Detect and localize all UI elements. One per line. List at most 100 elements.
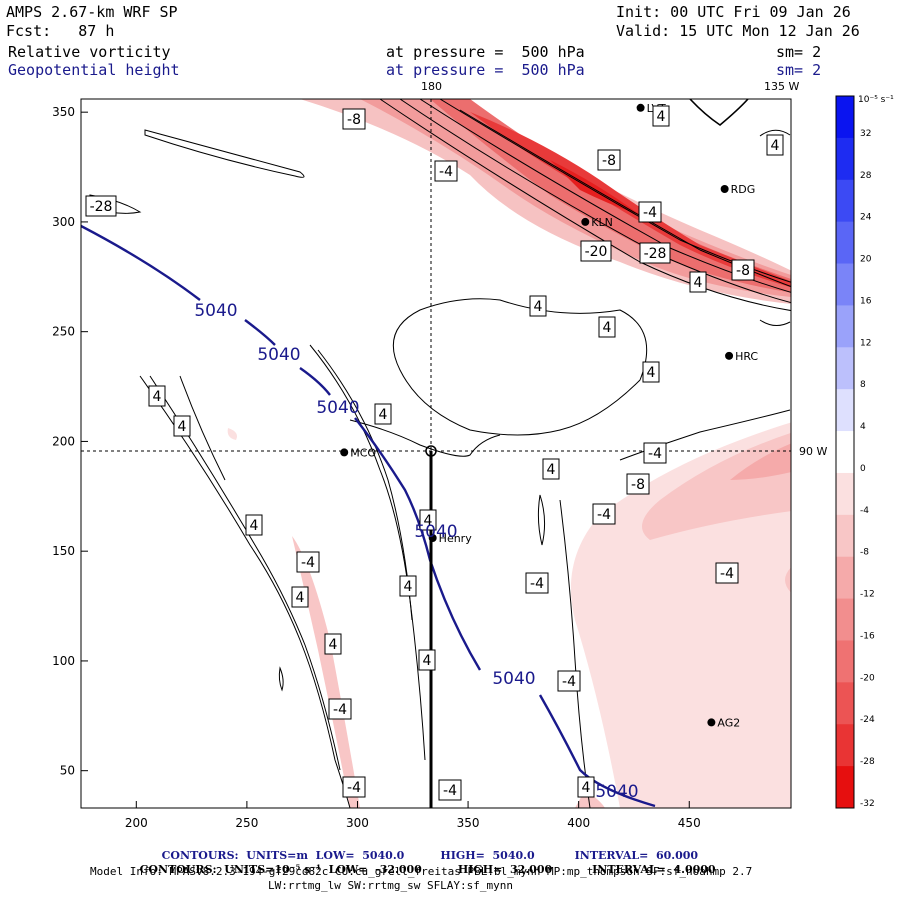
vorticity-label: 4 <box>582 780 591 796</box>
vorticity-label-box <box>766 134 784 156</box>
plot-area: LVTRDGKLNHRCMCOHenryAG2 -84-4-84-28-4-20… <box>81 99 791 808</box>
vorticity-label: -4 <box>530 576 544 592</box>
vorticity-contour-interval: INTERVAL= 4.0000 <box>592 863 716 876</box>
vorticity-label: -4 <box>347 780 361 796</box>
y-tick-label: 350 <box>52 105 75 119</box>
height-contour-label: 5040 <box>257 345 300 365</box>
vorticity-label-box <box>328 698 352 720</box>
y-tick-label: 250 <box>52 325 75 339</box>
station-marker <box>636 103 645 112</box>
vorticity-label-box <box>399 575 417 597</box>
colorbar-level: -16 <box>860 631 875 641</box>
negative-vorticity-band <box>300 99 791 305</box>
station-marker <box>581 217 590 226</box>
field2-level: at pressure = 500 hPa <box>386 61 585 79</box>
colorbar-segment <box>836 221 854 265</box>
vorticity-label-box <box>245 514 263 536</box>
field1-level: at pressure = 500 hPa <box>386 43 585 61</box>
colorbar-level: -32 <box>860 799 875 809</box>
field2-name: Geopotential height <box>8 61 180 79</box>
vorticity-contour-units: CONTOURS: UNITS=10⁻⁵ s⁻¹ LOW= -32.000 <box>139 863 422 876</box>
vorticity-label: 4 <box>657 109 666 125</box>
vorticity-label-box <box>525 572 549 594</box>
colorbar-segment <box>836 724 854 767</box>
colorbar-segment <box>836 556 854 600</box>
cross-section-marker <box>425 445 437 457</box>
model-info-2: LW:rrtmg_lw SW:rrtmg_sw SFLAY:sf_mynn <box>268 879 514 892</box>
colorbar-level: -20 <box>860 673 875 683</box>
vorticity-label: -8 <box>347 112 361 128</box>
station-marker <box>428 534 437 543</box>
colorbar-level: 4 <box>860 422 866 432</box>
colorbar-segment <box>836 640 854 683</box>
model-title: AMPS 2.67-km WRF SP <box>6 3 178 21</box>
vorticity-label: -28 <box>644 246 667 262</box>
colorbar-segment <box>836 472 854 516</box>
vorticity-label: -4 <box>562 674 576 690</box>
height-contour-label: 5040 <box>595 782 638 802</box>
vorticity-label-box <box>324 633 342 655</box>
colorbar-level: -12 <box>860 590 875 600</box>
vorticity-label: -4 <box>597 507 611 523</box>
vorticity-label-box <box>148 385 166 407</box>
vorticity-label: -4 <box>333 702 347 718</box>
field2-smoothing: sm= 2 <box>776 61 822 79</box>
vorticity-contour-high: HIGH= 32.000 <box>457 863 553 876</box>
vorticity-label-box <box>577 776 595 798</box>
vorticity-label: 4 <box>178 419 187 435</box>
station-marker <box>707 718 716 727</box>
station-label: AG2 <box>717 716 740 729</box>
vorticity-label: 4 <box>153 389 162 405</box>
colorbar-level: -4 <box>860 506 869 516</box>
station-label: RDG <box>731 183 756 196</box>
colorbar-level: 32 <box>860 129 871 139</box>
colorbar-segment <box>836 389 854 432</box>
colorbar-frame <box>835 95 855 809</box>
colorbar-level: -24 <box>860 715 875 725</box>
station-marker <box>725 351 734 360</box>
colorbar-segment <box>836 96 854 139</box>
vorticity-label: -4 <box>720 566 734 582</box>
lon-label-135w: 135 W <box>764 80 799 93</box>
station-marker <box>720 184 729 193</box>
height-contour-label: 5040 <box>492 669 535 689</box>
colorbar-segment <box>836 766 854 809</box>
init-time: Init: 00 UTC Fri 09 Jan 26 <box>616 3 851 21</box>
colorbar-level: 28 <box>860 171 872 181</box>
station-label: HRC <box>735 350 758 363</box>
colorbar-level: 20 <box>860 255 872 265</box>
vorticity-label: -4 <box>443 783 457 799</box>
height-contour-label: 5040 <box>194 301 237 321</box>
x-tick-label: 400 <box>567 816 590 830</box>
vorticity-label-box <box>374 403 392 425</box>
y-tick-label: 300 <box>52 215 75 229</box>
colorbar-level: 12 <box>860 338 871 348</box>
field1-smoothing: sm= 2 <box>776 43 822 61</box>
vorticity-label: -8 <box>736 263 750 279</box>
station-label: MCO <box>350 446 376 459</box>
plot-frame <box>80 98 792 809</box>
forecast-hour: Fcst: 87 h <box>6 22 115 40</box>
vorticity-label: 4 <box>250 518 259 534</box>
vorticity-label: -20 <box>585 244 608 260</box>
lon-label-90w: 90 W <box>799 445 827 458</box>
vorticity-label-box <box>419 509 437 531</box>
vorticity-label: 4 <box>603 320 612 336</box>
vorticity-label: 4 <box>296 590 305 606</box>
station-label: Henry <box>439 532 473 545</box>
vorticity-label-box <box>529 295 547 317</box>
colorbar-level: 0 <box>860 464 866 474</box>
vorticity-label-box <box>173 415 191 437</box>
y-tick-label: 100 <box>52 654 75 668</box>
vorticity-label-box <box>418 649 436 671</box>
x-tick-label: 450 <box>678 816 701 830</box>
colorbar-segment <box>836 137 854 181</box>
vorticity-label-box <box>296 551 320 573</box>
vorticity-label-box <box>689 271 707 293</box>
colorbar-level: 8 <box>860 380 866 390</box>
colorbar-unit: 10⁻⁵ s⁻¹ <box>858 95 894 105</box>
vorticity-label: -8 <box>602 153 616 169</box>
vorticity-label-box <box>638 201 662 223</box>
vorticity-label: 4 <box>694 275 703 291</box>
y-tick-label: 200 <box>52 434 75 448</box>
